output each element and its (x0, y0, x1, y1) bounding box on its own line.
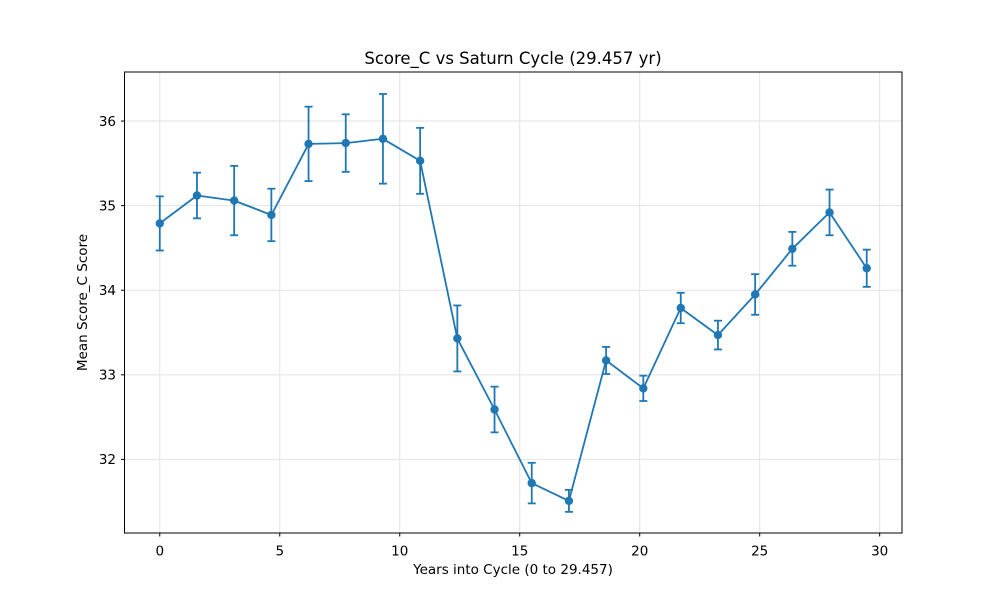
y-axis-label: Mean Score_C Score (75, 234, 91, 371)
data-point (155, 219, 164, 228)
x-tick-label: 0 (155, 544, 164, 560)
y-tick-label: 35 (99, 198, 116, 214)
x-tick-label: 25 (751, 544, 768, 560)
error-bars (155, 93, 871, 513)
data-point (304, 139, 313, 149)
data-point (490, 405, 499, 414)
data-point (341, 138, 350, 148)
data-point (639, 384, 648, 393)
x-tick-label: 10 (391, 544, 408, 560)
data-point (192, 191, 202, 200)
axis-tick-marks (121, 120, 881, 537)
series-line (158, 137, 868, 502)
data-point (676, 303, 685, 313)
axis-tick-labels: 0 5 10 15 20 25 30 32 33 34 35 36 (99, 114, 888, 560)
y-tick-label: 32 (99, 452, 116, 468)
data-point (750, 290, 760, 299)
data-point (267, 210, 276, 220)
plot-area-border (124, 71, 903, 534)
data-point (713, 330, 723, 340)
data-point (862, 264, 871, 273)
chart-title: Score_C vs Saturn Cycle (29.457 yr) (364, 49, 661, 69)
data-point (601, 356, 611, 365)
data-point (378, 134, 388, 144)
data-point (415, 156, 425, 166)
x-tick-label: 15 (511, 544, 528, 560)
x-tick-label: 30 (871, 544, 888, 560)
data-point (564, 496, 574, 506)
data-point-markers (155, 134, 871, 506)
data-point (825, 208, 834, 217)
data-point (453, 334, 462, 343)
data-point (527, 478, 536, 488)
x-axis-label: Years into Cycle (0 to 29.457) (412, 562, 613, 578)
x-tick-label: 5 (275, 544, 284, 560)
y-tick-label: 34 (99, 283, 116, 299)
data-point (788, 244, 797, 253)
y-tick-label: 33 (99, 368, 116, 384)
y-tick-label: 36 (99, 114, 116, 130)
data-point (229, 196, 239, 205)
x-tick-label: 20 (631, 544, 648, 560)
data-line (158, 137, 868, 502)
gridlines (124, 72, 902, 533)
